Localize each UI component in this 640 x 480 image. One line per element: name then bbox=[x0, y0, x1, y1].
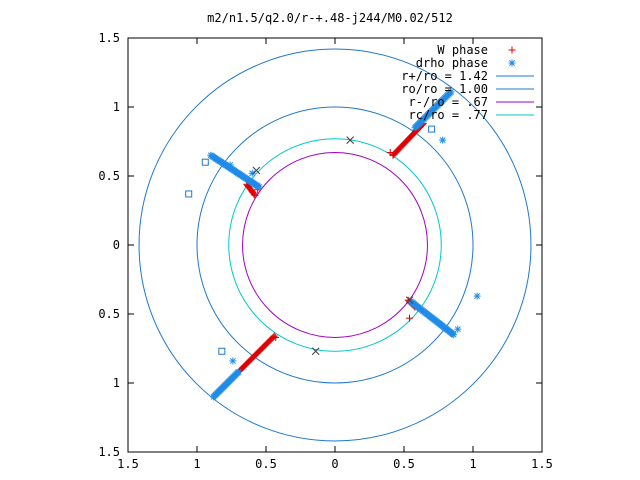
chart-title: m2/n1.5/q2.0/r-+.48-j244/M0.02/512 bbox=[207, 11, 453, 25]
legend-label: rc/ro = .77 bbox=[409, 108, 488, 122]
data-point bbox=[229, 357, 237, 365]
legend-label: r+/ro = 1.42 bbox=[401, 69, 488, 83]
data-marks bbox=[185, 88, 481, 401]
data-point bbox=[346, 136, 355, 144]
data-point bbox=[406, 314, 414, 322]
circle-r-1_42 bbox=[138, 48, 532, 442]
axis-ticks: 1.5 1 0.5 0 0.5 1 1.51.510.500.511.5 bbox=[98, 31, 553, 471]
data-point bbox=[405, 296, 414, 305]
reference-circles bbox=[138, 48, 532, 442]
data-point bbox=[386, 149, 394, 157]
x-tick-label: 1 bbox=[193, 457, 200, 471]
series-drho-phase bbox=[207, 88, 481, 401]
data-point bbox=[210, 393, 218, 401]
y-tick-label: 1 bbox=[113, 100, 120, 114]
data-point bbox=[450, 331, 458, 339]
series-w-phase bbox=[234, 120, 427, 376]
extra-marks-square bbox=[185, 125, 436, 355]
legend-label: drho phase bbox=[416, 56, 488, 70]
x-tick-label: 0 bbox=[331, 457, 338, 471]
y-tick-label: 1.5 bbox=[98, 445, 120, 459]
data-point bbox=[226, 161, 234, 169]
x-tick-label: 0.5 bbox=[393, 457, 415, 471]
data-point bbox=[185, 190, 193, 198]
y-tick-label: 0.5 bbox=[98, 169, 120, 183]
y-tick-label: 0.5 bbox=[98, 307, 120, 321]
data-point bbox=[272, 333, 280, 341]
data-point bbox=[311, 347, 320, 356]
y-tick-label: 1.5 bbox=[98, 31, 120, 45]
x-tick-label: 1 bbox=[469, 457, 476, 471]
data-point bbox=[255, 183, 263, 191]
y-tick-label: 1 bbox=[113, 376, 120, 390]
data-point bbox=[473, 292, 481, 300]
legend-label: r-/ro = .67 bbox=[409, 95, 488, 109]
data-point bbox=[447, 88, 455, 96]
data-point bbox=[439, 136, 447, 144]
data-point bbox=[248, 169, 256, 177]
data-point bbox=[218, 347, 226, 355]
data-point bbox=[250, 190, 258, 198]
legend-label: W phase bbox=[437, 43, 488, 57]
circle-r-1 bbox=[196, 106, 474, 384]
data-point bbox=[454, 325, 462, 333]
x-tick-label: 0.5 bbox=[255, 457, 277, 471]
x-tick-label: 1.5 bbox=[117, 457, 139, 471]
legend-label: ro/ro = 1.00 bbox=[401, 82, 488, 96]
data-point bbox=[252, 166, 261, 175]
data-point bbox=[251, 191, 259, 199]
legend-swatch bbox=[508, 59, 516, 67]
legend-swatch bbox=[508, 46, 516, 54]
x-tick-label: 1.5 bbox=[531, 457, 553, 471]
y-tick-label: 0 bbox=[113, 238, 120, 252]
circle-r-0_77 bbox=[228, 138, 442, 352]
circle-r-0_67 bbox=[242, 152, 428, 338]
data-point bbox=[428, 125, 436, 133]
data-point bbox=[201, 158, 209, 166]
extra-marks-cross bbox=[252, 136, 414, 356]
